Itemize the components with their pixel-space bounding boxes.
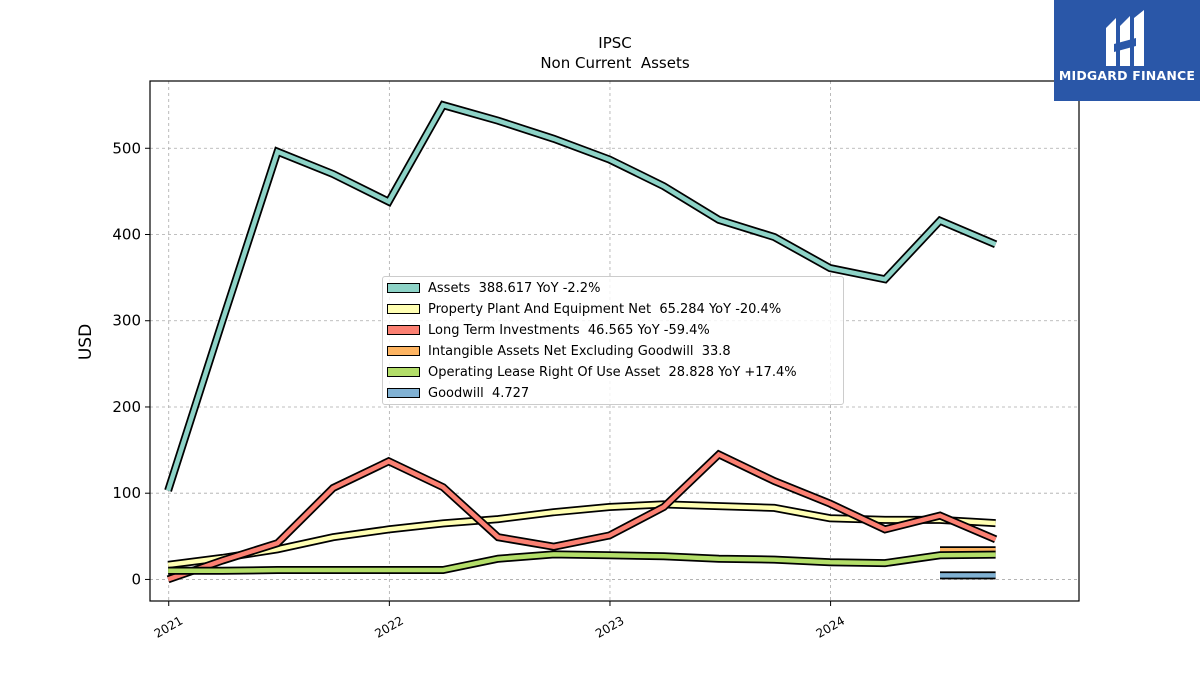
- x-tick-label: 2021: [152, 613, 185, 640]
- plot-frame: [149, 80, 1080, 602]
- legend-label-goodwill: Goodwill 4.727: [428, 385, 530, 401]
- y-axis: 0 100 200 300 400 500: [112, 139, 150, 588]
- chart-subtitle: Non Current Assets: [540, 54, 690, 72]
- y-tick-label: 100: [112, 484, 141, 502]
- legend-swatch-long-term-investments: [387, 325, 420, 335]
- brand-logo: MIDGARD FINANCE: [1054, 0, 1200, 101]
- x-axis: 2021 2022 2023 2024: [152, 601, 847, 641]
- x-tick-label: 2024: [814, 613, 847, 640]
- legend-item-ppe: Property Plant And Equipment Net 65.284 …: [387, 300, 781, 318]
- legend-swatch-operating-lease: [387, 367, 420, 377]
- x-tick-label: 2023: [593, 613, 626, 640]
- series-stroke: [165, 102, 997, 492]
- legend-label-ppe: Property Plant And Equipment Net 65.284 …: [428, 301, 782, 317]
- legend-swatch-assets: [387, 283, 420, 293]
- legend-label-assets: Assets 388.617 YoY -2.2%: [428, 280, 601, 296]
- legend-swatch-goodwill: [387, 388, 420, 398]
- legend-swatch-ppe: [387, 304, 420, 314]
- series-lines: [164, 100, 998, 584]
- legend: Assets 388.617 YoY -2.2% Property Plant …: [382, 276, 844, 405]
- legend-item-assets: Assets 388.617 YoY -2.2%: [387, 279, 600, 297]
- legend-label-operating-lease: Operating Lease Right Of Use Asset 28.82…: [428, 364, 797, 380]
- legend-swatch-intangible-assets: [387, 346, 420, 356]
- y-tick-label: 500: [112, 139, 141, 157]
- legend-label-long-term-investments: Long Term Investments 46.565 YoY -59.4%: [428, 322, 710, 338]
- chart-title: IPSC: [598, 34, 631, 52]
- legend-item-long-term-investments: Long Term Investments 46.565 YoY -59.4%: [387, 321, 710, 339]
- series-line-3: [166, 449, 998, 584]
- y-tick-label: 300: [112, 312, 141, 330]
- brand-name: MIDGARD FINANCE: [1058, 68, 1196, 83]
- y-tick-label: 0: [131, 570, 141, 588]
- legend-item-goodwill: Goodwill 4.727: [387, 384, 529, 402]
- y-tick-label: 400: [112, 225, 141, 243]
- legend-item-intangible-assets: Intangible Assets Net Excluding Goodwill…: [387, 342, 731, 360]
- y-tick-label: 200: [112, 398, 141, 416]
- brand-mark-icon: [1106, 10, 1144, 66]
- x-tick-label: 2022: [372, 613, 405, 640]
- legend-label-intangible-assets: Intangible Assets Net Excluding Goodwill…: [428, 343, 731, 359]
- series-stroke: [168, 552, 996, 574]
- series-stroke: [167, 451, 997, 582]
- series-line-1: [164, 100, 998, 492]
- legend-item-operating-lease: Operating Lease Right Of Use Asset 28.82…: [387, 363, 797, 381]
- series-line-5: [168, 550, 996, 575]
- y-axis-label: USD: [76, 324, 96, 360]
